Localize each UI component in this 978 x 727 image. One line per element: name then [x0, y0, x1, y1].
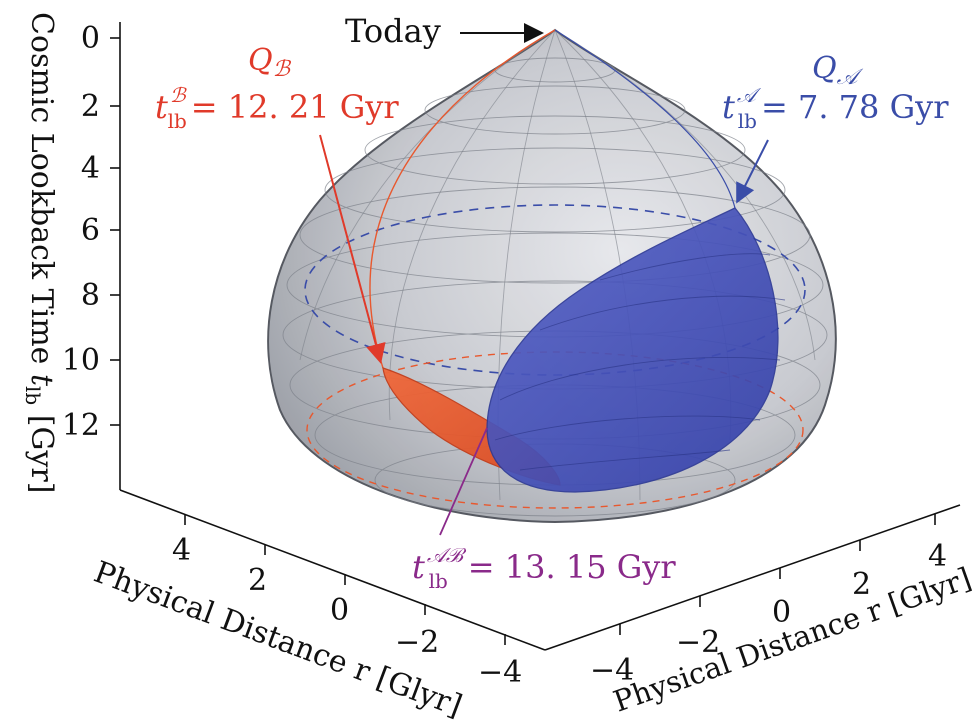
- svg-text:Qℬ: Qℬ: [248, 43, 292, 82]
- vertical-axis-ticks: [110, 37, 120, 426]
- v-tick-4: 4: [81, 151, 100, 186]
- vertical-axis-title-main: Cosmic Lookback Time: [24, 12, 59, 374]
- svg-text:Q𝒜: Q𝒜: [812, 51, 864, 90]
- right-axis-tick-labels: −4 −2 0 2 4: [590, 539, 947, 688]
- intersection-time-sup: 𝒜ℬ: [427, 543, 467, 567]
- today-annotation: Today: [345, 12, 544, 50]
- observer-b-worldline: [369, 29, 556, 369]
- observer-a-time-sup: 𝒜: [737, 83, 762, 107]
- observer-a-cone-rings: [494, 253, 786, 471]
- v-tick-0: 0: [81, 21, 100, 56]
- r-tick-2: 0: [772, 595, 791, 630]
- left-axis-ticks: [184, 514, 506, 645]
- l-tick-0: 4: [172, 533, 191, 568]
- observer-b-name: Q: [248, 43, 273, 78]
- v-tick-2: 2: [81, 89, 100, 124]
- r-tick-4: 4: [928, 539, 947, 574]
- r-tick-1: −2: [676, 625, 720, 660]
- intersection-time-var: t: [412, 548, 425, 586]
- r-tick-0: −4: [590, 653, 634, 688]
- l-tick-4: −4: [478, 655, 522, 690]
- observer-b-time-sup: ℬ: [170, 83, 187, 107]
- today-label: Today: [345, 12, 441, 50]
- right-depth-axis-line: [544, 504, 961, 651]
- observer-a-name-sub: 𝒜: [837, 65, 864, 90]
- v-tick-8: 8: [81, 278, 100, 313]
- observer-b-time-sub: lb: [168, 109, 187, 133]
- v-tick-12: 12: [62, 408, 100, 443]
- l-tick-1: 2: [248, 563, 267, 598]
- observer-a-name: Q: [812, 51, 837, 86]
- intersection-time-value: = 13. 15 Gyr: [468, 548, 677, 586]
- observer-a-worldline: [554, 29, 736, 209]
- observer-a-light-cone: [486, 207, 779, 493]
- left-depth-axis-line: [119, 489, 546, 651]
- vertical-axis-tick-labels: 0 2 4 6 8 10 12: [62, 21, 100, 443]
- observer-b-time-value: = 12. 21 Gyr: [191, 88, 400, 126]
- vertical-axis-title: Cosmic Lookback Time tlb [Gyr]: [21, 12, 59, 493]
- vertical-axis-title-unit: [Gyr]: [24, 405, 59, 493]
- v-tick-10: 10: [62, 343, 100, 378]
- observer-a-time-sub: lb: [738, 109, 757, 133]
- box-axes: [119, 22, 961, 651]
- vertical-axis-title-sub: lb: [21, 386, 45, 405]
- observer-a-time-var: t: [722, 88, 735, 126]
- left-axis-tick-labels: 4 2 0 −2 −4: [172, 533, 522, 690]
- observer-a-time-value: = 7. 78 Gyr: [761, 88, 949, 126]
- observer-b-name-sub: ℬ: [273, 57, 292, 82]
- right-axis-ticks: [619, 514, 936, 635]
- l-tick-2: 0: [330, 593, 349, 628]
- vertical-axis-title-var: t: [24, 374, 59, 387]
- intersection-time-sub: lb: [429, 569, 448, 593]
- intersection-annotation: t 𝒜ℬ lb = 13. 15 Gyr: [412, 427, 676, 593]
- v-tick-6: 6: [81, 213, 100, 248]
- observer-b-time-var: t: [155, 88, 168, 126]
- r-tick-3: 2: [852, 567, 871, 602]
- l-tick-3: −2: [395, 625, 439, 660]
